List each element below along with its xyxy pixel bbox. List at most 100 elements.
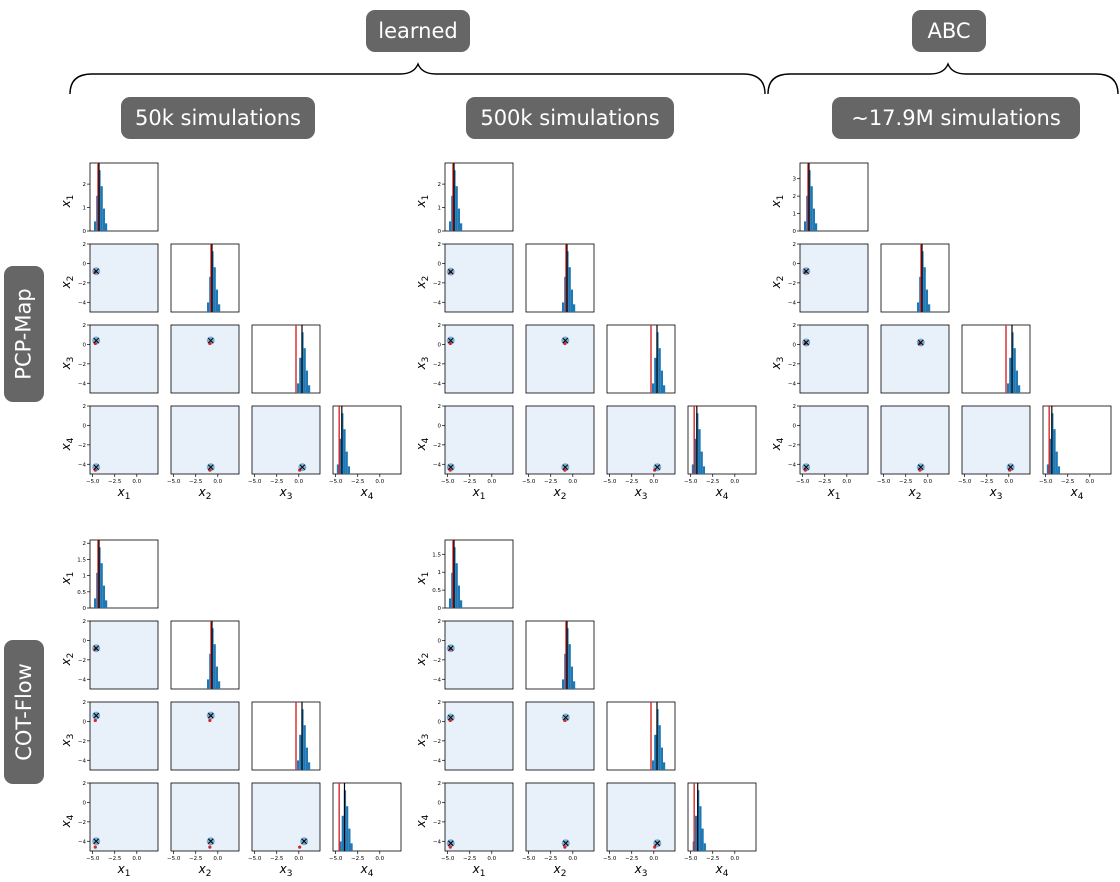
p4-cell-3-0-xtick-label-1: −2.5 xyxy=(463,856,477,862)
row-label-pcp-map-text: PCP-Map xyxy=(12,288,36,380)
p0-ylabel-2: x3 xyxy=(59,357,76,371)
p2-cell-0-0-bar-0 xyxy=(804,221,807,231)
p0-ylabel-2-sub: 3 xyxy=(66,357,76,363)
p2-cell-3-3-bar-1 xyxy=(1049,438,1052,474)
p1-ylabel-1-sub: 2 xyxy=(421,276,431,282)
p1-cell-2-0-frame xyxy=(444,324,514,394)
p1-xlabel-0: x1 xyxy=(472,485,486,502)
p0-cell-3-3-bar-1 xyxy=(339,438,342,474)
p3-cell-3-1-mean-marker xyxy=(207,838,214,845)
p2-cell-3-3-bar-3 xyxy=(1053,429,1056,474)
p1-cell-1-1-frame xyxy=(525,243,595,313)
p3-xlabel-1-text: x2 xyxy=(198,862,212,879)
p2-cell-2-1-mean-marker xyxy=(917,339,924,346)
p4-cell-1-1-bar-0 xyxy=(562,679,565,689)
p2-cell-3-3-xtick-label-2: 0.0 xyxy=(1085,479,1094,485)
p1-cell-3-0-xtick-label-1: −2.5 xyxy=(463,479,477,485)
p4-xlabel-2-text: x3 xyxy=(634,862,648,879)
p0-cell-1-0-mean-marker xyxy=(93,268,100,275)
p0-cell-2-0-ytick-label-1: 0 xyxy=(83,342,87,348)
p2-cell-2-0-ytick-label-2: −2 xyxy=(788,362,796,368)
p0-cell-1-1-bar-5 xyxy=(218,304,221,312)
p4-xlabel-3-text: x4 xyxy=(715,862,729,879)
p1-cell-2-2-frame xyxy=(606,324,676,394)
p3-cell-0-0-bar-3 xyxy=(100,563,103,608)
p2-xlabel-1: x2 xyxy=(908,485,922,502)
p3-ylabel-2-sub: 3 xyxy=(66,734,76,740)
p0-cell-3-1-mean-marker xyxy=(207,464,214,471)
p2-xlabel-2: x3 xyxy=(989,485,1003,502)
p4-cell-3-2-true-point xyxy=(653,845,657,849)
p4-cell-1-0-ytick-label-2: −2 xyxy=(433,658,441,664)
p0-cell-1-0-ytick-label-3: −4 xyxy=(78,300,87,306)
p3-cell-3-2-xtick-label-1: −2.5 xyxy=(270,856,284,862)
p0-cell-2-1-frame xyxy=(170,324,240,394)
p4-cell-3-0-xtick-label-2: 0.0 xyxy=(487,856,496,862)
p0-cell-0-0-bar-1 xyxy=(96,195,99,231)
p1-ylabel-1-text: x2 xyxy=(414,276,431,290)
p4-cell-1-0-frame xyxy=(444,620,514,690)
p2-cell-3-3-bar-5 xyxy=(1057,466,1061,474)
p1-cell-3-0-ytick-label-0: 2 xyxy=(438,404,442,410)
p0-ylabel-2-text: x3 xyxy=(59,357,76,371)
p4-cell-3-1-true-point xyxy=(563,845,567,849)
p1-cell-2-0-ytick-label-3: −4 xyxy=(433,381,442,387)
p3-cell-3-0-xtick-label-0: −5.0 xyxy=(86,856,100,862)
p3-cell-3-0-ytick-label-0: 2 xyxy=(83,781,87,787)
p4-cell-2-0-ytick-label-2: −2 xyxy=(433,739,441,745)
p4-cell-1-0-mean-marker xyxy=(447,645,454,652)
p0-cell-3-1-frame xyxy=(170,405,240,475)
p2-cell-2-2-bar-4 xyxy=(1015,370,1018,393)
p3-cell-2-1-frame xyxy=(170,701,240,771)
p1-cell-3-2-mean-marker xyxy=(654,464,661,471)
p1-cell-1-1-bar-3 xyxy=(568,267,571,312)
p0-xlabel-2: x3 xyxy=(279,485,293,502)
p1-ylabel-1: x2 xyxy=(414,276,431,290)
p1-cell-3-1-xtick-label-1: −2.5 xyxy=(544,479,558,485)
p4-xlabel-2-sub: 3 xyxy=(642,869,648,879)
p4-xlabel-2: x3 xyxy=(634,862,648,879)
p1-cell-3-1-mean-marker xyxy=(562,464,569,471)
p4-cell-0-0-bar-0 xyxy=(449,598,452,608)
p2-ylabel-2-sub: 3 xyxy=(776,357,786,363)
p4-cell-3-3-bar-1 xyxy=(694,815,698,851)
p3-cell-2-1-mean-marker xyxy=(207,712,214,719)
p4-cell-3-3-bar-5 xyxy=(703,843,706,851)
p3-cell-3-0-ytick-label-3: −4 xyxy=(78,839,87,845)
p0-xlabel-1-text: x2 xyxy=(198,485,212,502)
p2-ylabel-3: x4 xyxy=(769,437,786,451)
p4-xlabel-3-sub: 4 xyxy=(723,869,729,879)
p1-cell-0-0-ytick-label-0: 0 xyxy=(438,229,442,235)
p1-cell-3-0-ytick-label-2: −2 xyxy=(433,443,441,449)
p4-cell-3-2-xtick-label-0: −5.0 xyxy=(603,856,617,862)
p0-cell-1-0-ytick-label-0: 2 xyxy=(83,242,87,248)
p1-cell-3-3-xtick-label-1: −2.5 xyxy=(706,479,720,485)
p4-cell-3-1-xtick-label-1: −2.5 xyxy=(544,856,558,862)
p4-cell-3-0-ytick-label-0: 2 xyxy=(438,781,442,787)
p2-cell-0-0-ytick-label-2: 2 xyxy=(793,194,797,200)
p3-cell-0-0-ytick-label-4: 2 xyxy=(83,541,87,547)
p3-cell-1-1-frame xyxy=(170,620,240,690)
p2-cell-2-2-bar-3 xyxy=(1013,348,1016,393)
p2-ylabel-1-text: x2 xyxy=(769,276,786,290)
p4-cell-3-1-xtick-label-0: −5.0 xyxy=(522,856,536,862)
p1-cell-2-1-frame xyxy=(525,324,595,394)
p0-cell-2-0-ytick-label-3: −4 xyxy=(78,381,87,387)
p1-ylabel-3-text: x4 xyxy=(414,437,431,451)
p1-cell-0-0-ytick-label-1: 1 xyxy=(438,206,442,212)
p2-cell-2-0-mean-marker xyxy=(803,339,810,346)
p1-cell-2-0-ytick-label-0: 2 xyxy=(438,323,442,329)
p1-ylabel-0-sub: 1 xyxy=(421,195,431,201)
p2-cell-0-0-ytick-label-3: 3 xyxy=(793,177,797,183)
p3-cell-3-3-bar-4 xyxy=(348,828,351,851)
p3-xlabel-0-sub: 1 xyxy=(125,869,131,879)
p4-cell-0-0-bar-4 xyxy=(457,585,460,608)
p1-cell-1-0-frame xyxy=(444,243,514,313)
p2-cell-1-1-bar-5 xyxy=(928,304,931,312)
p4-cell-3-0-true-point xyxy=(448,845,452,849)
p4-cell-3-0-ytick-label-2: −2 xyxy=(433,820,441,826)
p2-xlabel-3: x4 xyxy=(1070,485,1084,502)
p4-cell-3-3-bar-4 xyxy=(701,828,704,851)
p0-xlabel-1-sub: 2 xyxy=(206,492,212,502)
p4-cell-3-0-xtick-label-0: −5.0 xyxy=(441,856,455,862)
